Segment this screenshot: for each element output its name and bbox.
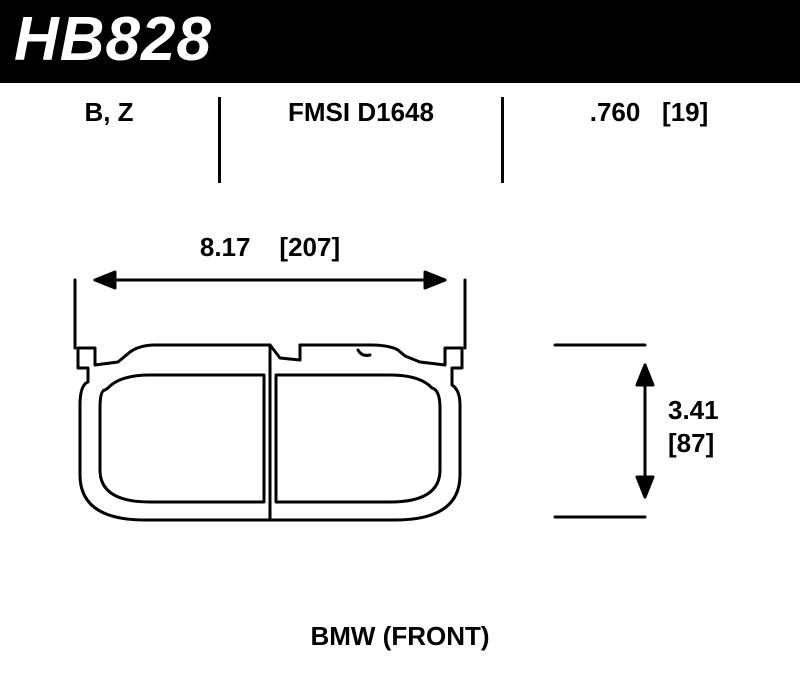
top-spec-row: B, Z FMSI D1648 .760 [19] <box>0 97 800 183</box>
footer-label: BMW (FRONT) <box>0 621 800 652</box>
compounds-text: B, Z <box>84 97 133 127</box>
part-number: HB828 <box>14 5 212 74</box>
dim-height-mm: [87] <box>668 428 719 459</box>
dim-width-in: 8.17 <box>200 232 251 262</box>
thickness-mm: [19] <box>662 97 708 127</box>
spec-compounds: B, Z <box>0 97 218 128</box>
fmsi-text: FMSI D1648 <box>288 97 434 127</box>
thickness-in: .760 <box>590 97 641 127</box>
header-bar: HB828 <box>0 0 800 83</box>
spec-thickness: .760 [19] <box>504 97 794 128</box>
dim-height-in: 3.41 <box>668 395 719 426</box>
spec-fmsi: FMSI D1648 <box>221 97 501 128</box>
dim-width: 8.17 [207] <box>0 232 540 263</box>
dim-width-mm: [207] <box>279 232 340 262</box>
dim-height: 3.41 [87] <box>668 395 719 459</box>
diagram-area: 8.17 [207] 3.41 [87] <box>0 190 800 630</box>
footer-text: BMW (FRONT) <box>310 621 489 651</box>
